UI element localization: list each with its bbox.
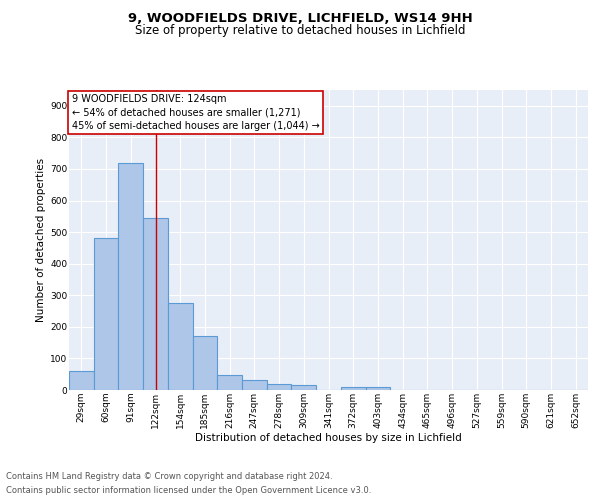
Bar (217, 375, 242, 390)
Bar (168, 303, 193, 390)
Bar (341, 388, 365, 390)
Text: 9 WOODFIELDS DRIVE: 124sqm
← 54% of detached houses are smaller (1,271)
45% of s: 9 WOODFIELDS DRIVE: 124sqm ← 54% of deta… (71, 94, 319, 131)
Text: Size of property relative to detached houses in Lichfield: Size of property relative to detached ho… (135, 24, 465, 37)
Y-axis label: Number of detached properties: Number of detached properties (36, 158, 46, 322)
Bar (143, 218, 168, 390)
Text: 9, WOODFIELDS DRIVE, LICHFIELD, WS14 9HH: 9, WOODFIELDS DRIVE, LICHFIELD, WS14 9HH (128, 12, 472, 26)
Bar (242, 380, 267, 390)
X-axis label: Distribution of detached houses by size in Lichfield: Distribution of detached houses by size … (195, 434, 462, 444)
Bar (193, 336, 217, 390)
Text: Contains public sector information licensed under the Open Government Licence v3: Contains public sector information licen… (6, 486, 371, 495)
Bar (94, 238, 118, 390)
Bar (118, 162, 143, 390)
Bar (365, 388, 390, 390)
Text: Contains HM Land Registry data © Crown copyright and database right 2024.: Contains HM Land Registry data © Crown c… (6, 472, 332, 481)
Bar (267, 384, 292, 390)
Bar (292, 386, 316, 390)
Bar (69, 371, 94, 390)
